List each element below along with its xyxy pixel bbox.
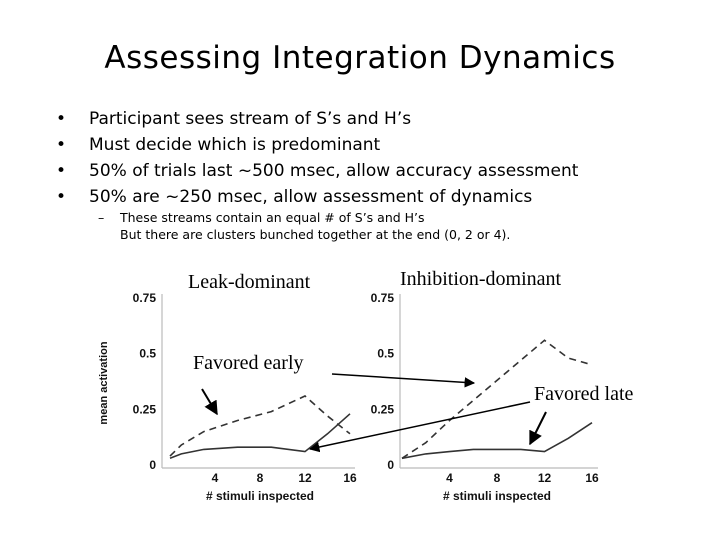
- right-ytick-label: 0: [387, 458, 394, 472]
- right-ytick-label: 0.75: [371, 291, 395, 305]
- sub-bullet-line-1: These streams contain an equal # of S’s …: [120, 210, 425, 225]
- left-xaxis-label: # stimuli inspected: [206, 489, 314, 503]
- left-solid-series-line: [169, 413, 351, 460]
- bullet-dot: •: [56, 135, 67, 155]
- left-dashed-series-line: [169, 395, 351, 457]
- left-ytick-label: 0: [149, 458, 156, 472]
- bullet-text: 50% of trials last ~500 msec, allow accu…: [89, 161, 579, 181]
- favored-early-label: Favored early: [193, 352, 304, 374]
- right-dashed-series-line: [401, 339, 593, 459]
- right-ytick-label: 0.25: [371, 402, 395, 416]
- bullet-dot: •: [56, 187, 67, 207]
- left-yaxis-label: mean activation: [98, 341, 110, 424]
- favored-late-label: Favored late: [534, 383, 634, 405]
- favored-late-arrow: [308, 401, 531, 453]
- favored-late-pointer: [529, 411, 547, 446]
- inhibition-dominant-label: Inhibition-dominant: [400, 268, 562, 290]
- left-ytick-label: 0.5: [139, 347, 156, 361]
- right-xtick-label: 8: [494, 471, 501, 485]
- leak-dominant-label: Leak-dominant: [188, 271, 311, 293]
- favored-early-pointer: [201, 388, 218, 416]
- left-ytick-label: 0.75: [133, 291, 157, 305]
- right-ytick-label: 0.5: [377, 347, 394, 361]
- sub-bullet-line-2: But there are clusters bunched together …: [120, 227, 511, 242]
- right-xaxis-label: # stimuli inspected: [443, 489, 551, 503]
- bullet-dot: •: [56, 109, 67, 129]
- left-xtick-label: 8: [257, 471, 264, 485]
- left-ytick-label: 0.25: [133, 402, 157, 416]
- bullet-text: 50% are ~250 msec, allow assessment of d…: [89, 187, 533, 207]
- right-xtick-label: 4: [446, 471, 453, 485]
- left-xtick-label: 4: [212, 471, 219, 485]
- sub-bullet-dash: –: [98, 210, 105, 225]
- favored-early-arrow: [331, 373, 476, 388]
- right-xtick-label: 12: [538, 471, 552, 485]
- right-xtick-label: 16: [585, 471, 599, 485]
- left-xtick-label: 16: [343, 471, 357, 485]
- bullet-text: Participant sees stream of S’s and H’s: [89, 109, 412, 129]
- left-xtick-label: 12: [298, 471, 312, 485]
- right-solid-series-line: [401, 422, 593, 460]
- bullet-text: Must decide which is predominant: [89, 135, 381, 155]
- bullet-dot: •: [56, 161, 67, 181]
- slide-title: Assessing Integration Dynamics: [104, 40, 616, 76]
